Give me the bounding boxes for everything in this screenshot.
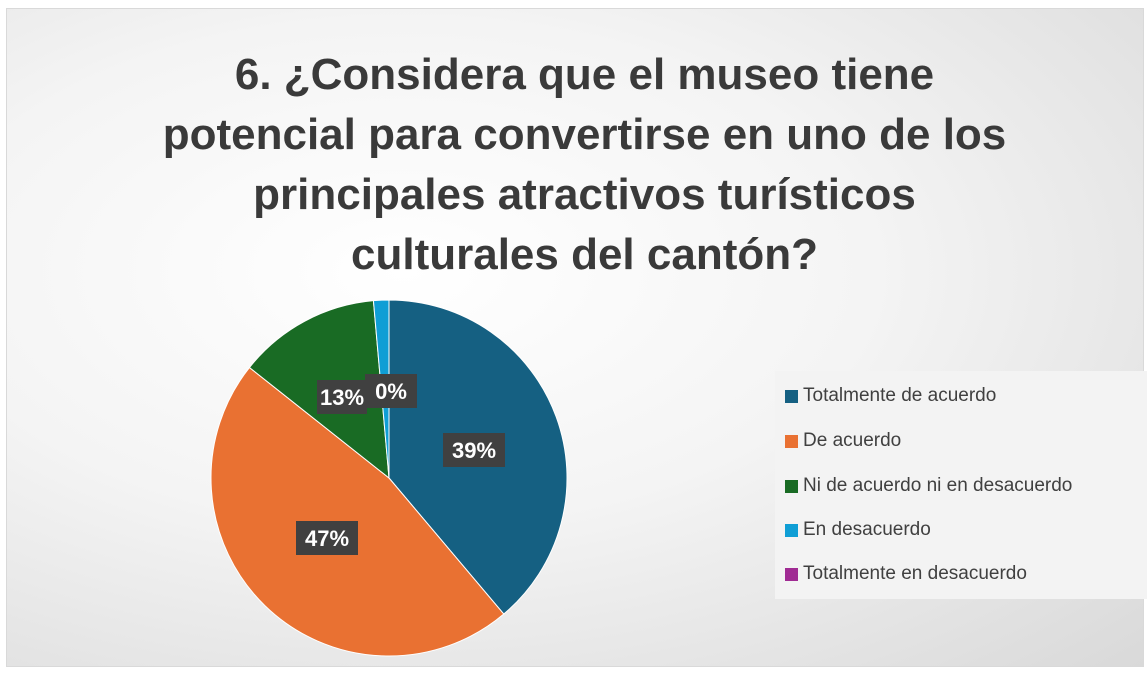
- data-label-de-acuerdo: 47%: [296, 521, 358, 555]
- data-label-box: [317, 380, 367, 414]
- chart-title-line-1: 6. ¿Considera que el museo tiene: [234, 50, 935, 99]
- data-label-text: 39%: [452, 438, 496, 463]
- legend-swatch-totalmente-en-desacuerdo: [785, 567, 798, 581]
- pie-chart: 39% 47% 13% 0%: [210, 299, 568, 657]
- legend-item-de-acuerdo: De acuerdo: [785, 426, 901, 456]
- legend-swatch-ni-de-acuerdo: [785, 479, 798, 493]
- data-label-box: [443, 433, 505, 467]
- data-label-text: 13%: [320, 385, 364, 410]
- chart-frame: 6. ¿Considera que el museo tiene potenci…: [6, 8, 1147, 667]
- chart-title-line-4: culturales del cantón?: [351, 230, 818, 279]
- legend-label-en-desacuerdo: En desacuerdo: [803, 519, 931, 540]
- legend-label-totalmente-de-acuerdo: Totalmente de acuerdo: [803, 385, 997, 406]
- legend: Totalmente de acuerdo De acuerdo Ni de a…: [775, 371, 1147, 599]
- data-label-box: [296, 521, 358, 555]
- legend-swatch-totalmente-de-acuerdo: [785, 389, 798, 403]
- legend-item-en-desacuerdo: En desacuerdo: [785, 515, 931, 545]
- data-label-ni-de-acuerdo: 13%: [317, 380, 367, 414]
- legend-item-totalmente-de-acuerdo: Totalmente de acuerdo: [785, 381, 996, 411]
- data-label-totalmente-de-acuerdo: 39%: [443, 433, 505, 467]
- legend-item-totalmente-en-desacuerdo: Totalmente en desacuerdo: [785, 559, 1027, 589]
- legend-label-ni-de-acuerdo: Ni de acuerdo ni en desacuerdo: [803, 475, 1073, 496]
- legend-swatch-en-desacuerdo: [785, 523, 798, 537]
- data-label-text: 47%: [305, 526, 349, 551]
- data-label-text: 0%: [375, 379, 407, 404]
- chart-title-line-3: principales atractivos turísticos: [253, 170, 916, 219]
- data-label-en-desacuerdo: 0%: [365, 374, 417, 408]
- legend-swatch-de-acuerdo: [785, 434, 798, 448]
- pie-slice-de-acuerdo: [210, 366, 505, 657]
- legend-label-de-acuerdo: De acuerdo: [803, 430, 902, 451]
- chart-title: 6. ¿Considera que el museo tiene potenci…: [67, 45, 1102, 285]
- legend-item-ni-de-acuerdo: Ni de acuerdo ni en desacuerdo: [785, 471, 1072, 501]
- data-label-box: [365, 374, 417, 408]
- legend-label-totalmente-en-desacuerdo: Totalmente en desacuerdo: [803, 563, 1027, 584]
- chart-title-line-2: potencial para convertirse en uno de los: [162, 110, 1007, 159]
